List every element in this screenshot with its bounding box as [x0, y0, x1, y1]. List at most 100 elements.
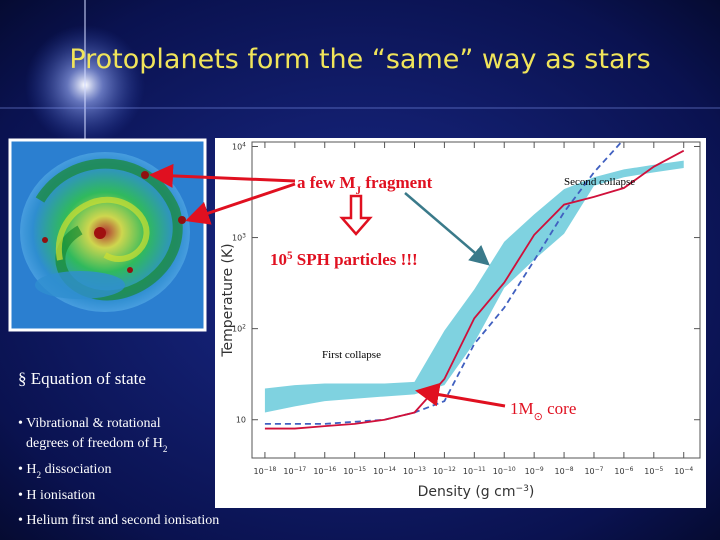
text-part: 2 [163, 444, 168, 454]
tick-base: 10 [232, 325, 242, 334]
tick-base: 10 [525, 467, 535, 476]
tick-label: 10−15 [343, 466, 366, 477]
arrow [415, 382, 506, 408]
line [264, 149, 685, 430]
tick-exp: −16 [324, 466, 337, 473]
tick-label: 10−10 [493, 466, 516, 477]
tick-base: 10 [493, 467, 503, 476]
tick-label: 10−14 [373, 466, 396, 477]
tick-base: 10 [463, 467, 473, 476]
tick-exp: −11 [473, 466, 486, 473]
text-part: • Helium first and second ionisation [18, 513, 219, 528]
annotation: a few MJ fragment [297, 173, 433, 197]
tick-label: 104 [232, 141, 246, 152]
tick-exp: 3 [242, 232, 246, 239]
tick-exp: −14 [383, 466, 396, 473]
tick-base: 10 [283, 467, 293, 476]
text-part: 5 [287, 250, 293, 262]
text-part: fragment [361, 173, 433, 192]
tick-exp: −7 [595, 466, 604, 473]
tick-base: 10 [373, 467, 383, 476]
tick-exp: −10 [503, 466, 516, 473]
x-axis-label: Density (g cm−3) [418, 484, 535, 500]
text-part: J [356, 185, 362, 197]
text-part: SPH particles !!! [293, 250, 418, 269]
text-part: Second collapse [564, 176, 635, 188]
tick-base: 10 [313, 467, 323, 476]
text-part: −3 [515, 484, 529, 494]
text-part: dissociation [41, 462, 111, 477]
tick-base: 10 [674, 467, 684, 476]
bullet-line: • Vibrational & rotational [18, 416, 161, 431]
tick-label: 10−8 [555, 466, 574, 477]
tick-label: 10−7 [584, 466, 603, 477]
tick-exp: 2 [242, 323, 246, 330]
text-part: ) [529, 484, 534, 500]
text-part: 2 [37, 470, 42, 480]
tick-exp: −6 [625, 466, 634, 473]
bullet-heading: § Equation of state [18, 369, 146, 388]
down-arrow [339, 194, 373, 236]
text-part: Density (g cm [418, 484, 516, 500]
tick-label: 10−4 [674, 466, 693, 477]
tick-label: 10−16 [313, 466, 336, 477]
text-part: • H [18, 462, 37, 477]
plot-frame [251, 141, 701, 459]
text-part: ⊙ [534, 411, 543, 423]
tick-base: 10 [403, 467, 413, 476]
tick-label: 10−11 [463, 466, 486, 477]
tick-exp: 4 [242, 141, 246, 148]
tick-base: 10 [253, 467, 263, 476]
text-part: • Vibrational & rotational [18, 416, 161, 431]
text-part: degrees of freedom of H [26, 436, 163, 451]
tick-base: 10 [614, 467, 624, 476]
tick-label: 10−5 [644, 466, 663, 477]
tick-base: 10 [433, 467, 443, 476]
text-part: 1M [510, 399, 534, 418]
text-part: • H ionisation [18, 488, 95, 503]
text-part: a few M [297, 173, 356, 192]
tick-base: 10 [584, 467, 594, 476]
plot: 10−18 10−17 10−16 10−15 10−14 10−13 10−12 10−11… [220, 141, 700, 500]
tick-exp: −18 [264, 466, 277, 473]
tick-base: 10 [232, 142, 242, 151]
tick-exp: −5 [654, 466, 663, 473]
text-part: First collapse [322, 349, 381, 361]
tick-label: 102 [232, 323, 246, 334]
tick-exp: −4 [684, 466, 693, 473]
tick-label: 10−9 [525, 466, 544, 477]
tick-label: 103 [232, 232, 246, 243]
tick-label: 10 [236, 416, 246, 425]
tick-exp: −12 [443, 466, 456, 473]
arrow [404, 192, 490, 266]
tick-label: 10−6 [614, 466, 633, 477]
annotation: 105 SPH particles !!! [270, 250, 418, 269]
tick-exp: −8 [565, 466, 574, 473]
text-part: 10 [270, 250, 287, 269]
bullet-line: • Helium first and second ionisation [18, 513, 219, 528]
tick-exp: −17 [294, 466, 307, 473]
bullet-line: degrees of freedom of H2 [26, 436, 168, 454]
tick-base: 10 [232, 234, 242, 243]
tick-exp: −9 [535, 466, 544, 473]
tick-base: 10 [644, 467, 654, 476]
annotation: Second collapse [564, 176, 635, 188]
simulation-image [8, 138, 207, 332]
tick-exp: −13 [413, 466, 426, 473]
tick-label: 10−12 [433, 466, 456, 477]
annotation: 1M⊙ core [510, 399, 576, 423]
line [264, 142, 623, 425]
annotation: First collapse [322, 349, 381, 361]
bullet-line: • H2 dissociation [18, 462, 111, 480]
tick-base: 10 [555, 467, 565, 476]
tick-label: 10−17 [283, 466, 306, 477]
bullet-line: • H ionisation [18, 488, 95, 503]
tick-base: 10 [343, 467, 353, 476]
tick-label: 10−13 [403, 466, 426, 477]
y-axis-label: Temperature (K) [220, 243, 236, 357]
tick-exp: −15 [353, 466, 366, 473]
text-part: core [543, 399, 577, 418]
arrow [149, 163, 296, 188]
